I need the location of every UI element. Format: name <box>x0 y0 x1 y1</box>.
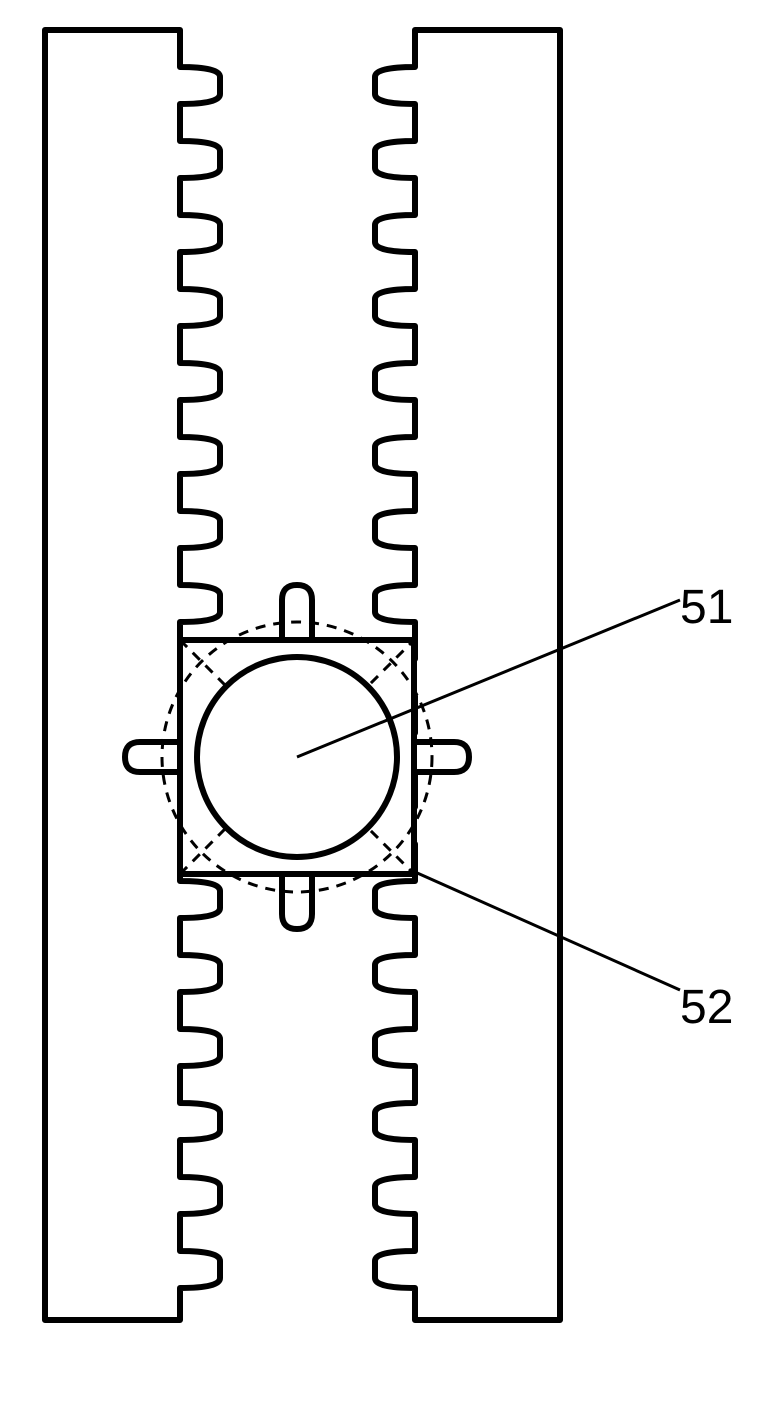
gear-tooth <box>282 874 312 929</box>
gear-tooth <box>125 742 180 772</box>
gear-tooth <box>414 742 469 772</box>
label-52: 52 <box>680 980 733 1035</box>
leader-line <box>415 872 680 990</box>
label-51: 51 <box>680 580 733 635</box>
gear-tooth <box>282 585 312 640</box>
